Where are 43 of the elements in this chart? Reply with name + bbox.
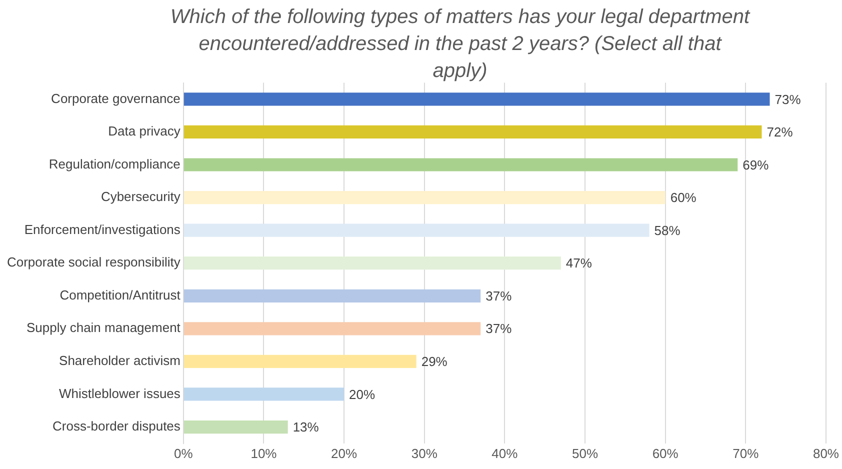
data-label: 20%	[349, 386, 376, 402]
data-label: 37%	[486, 321, 512, 336]
y-tick-label: Supply chain management	[26, 320, 181, 336]
bar	[184, 289, 481, 302]
bar	[184, 256, 561, 270]
data-label: 47%	[566, 256, 592, 271]
x-tick-label: 50%	[572, 446, 598, 461]
data-label: 72%	[766, 124, 794, 140]
y-tick-label: Competition/Antitrust	[60, 287, 181, 302]
bar	[184, 224, 650, 237]
x-tick-label: 70%	[732, 446, 760, 461]
y-tick-label: Regulation/compliance	[48, 156, 180, 172]
data-label: 73%	[774, 92, 802, 107]
x-tick-label: 60%	[652, 446, 679, 461]
bar	[184, 354, 416, 368]
y-tick-label: Data privacy	[108, 124, 181, 139]
data-label: 69%	[742, 157, 770, 172]
data-label: 29%	[421, 354, 448, 370]
y-tick-label: Whistleblower issues	[59, 386, 181, 401]
x-tick-label: 0%	[174, 446, 194, 461]
x-tick-label: 10%	[250, 446, 278, 461]
data-label: 60%	[670, 190, 697, 206]
bar	[184, 322, 481, 336]
data-label: 13%	[292, 420, 320, 435]
data-label: 37%	[486, 288, 512, 304]
bar	[184, 190, 666, 204]
bar	[184, 92, 770, 106]
bar	[184, 125, 762, 139]
y-tick-label: Enforcement/investigations	[24, 222, 181, 237]
y-tick-label: Corporate social responsibility	[6, 254, 181, 270]
bar	[184, 388, 344, 401]
bar	[184, 158, 738, 172]
y-tick-label: Corporate governance	[51, 90, 180, 106]
x-tick-label: 30%	[411, 446, 438, 461]
y-tick-label: Cross-border disputes	[52, 418, 181, 434]
y-tick-label: Shareholder activism	[59, 353, 180, 368]
y-tick-label: Cybersecurity	[100, 189, 181, 204]
x-tick-label: 80%	[812, 446, 840, 461]
bar	[184, 420, 288, 434]
chart-title: Which of the following types of matters has your legal department encountered/addressed in the past 2 years? (Select all that apply)	[170, 5, 750, 84]
data-label: 58%	[654, 222, 681, 238]
x-tick-label: 40%	[492, 446, 518, 461]
x-tick-label: 20%	[331, 446, 358, 461]
